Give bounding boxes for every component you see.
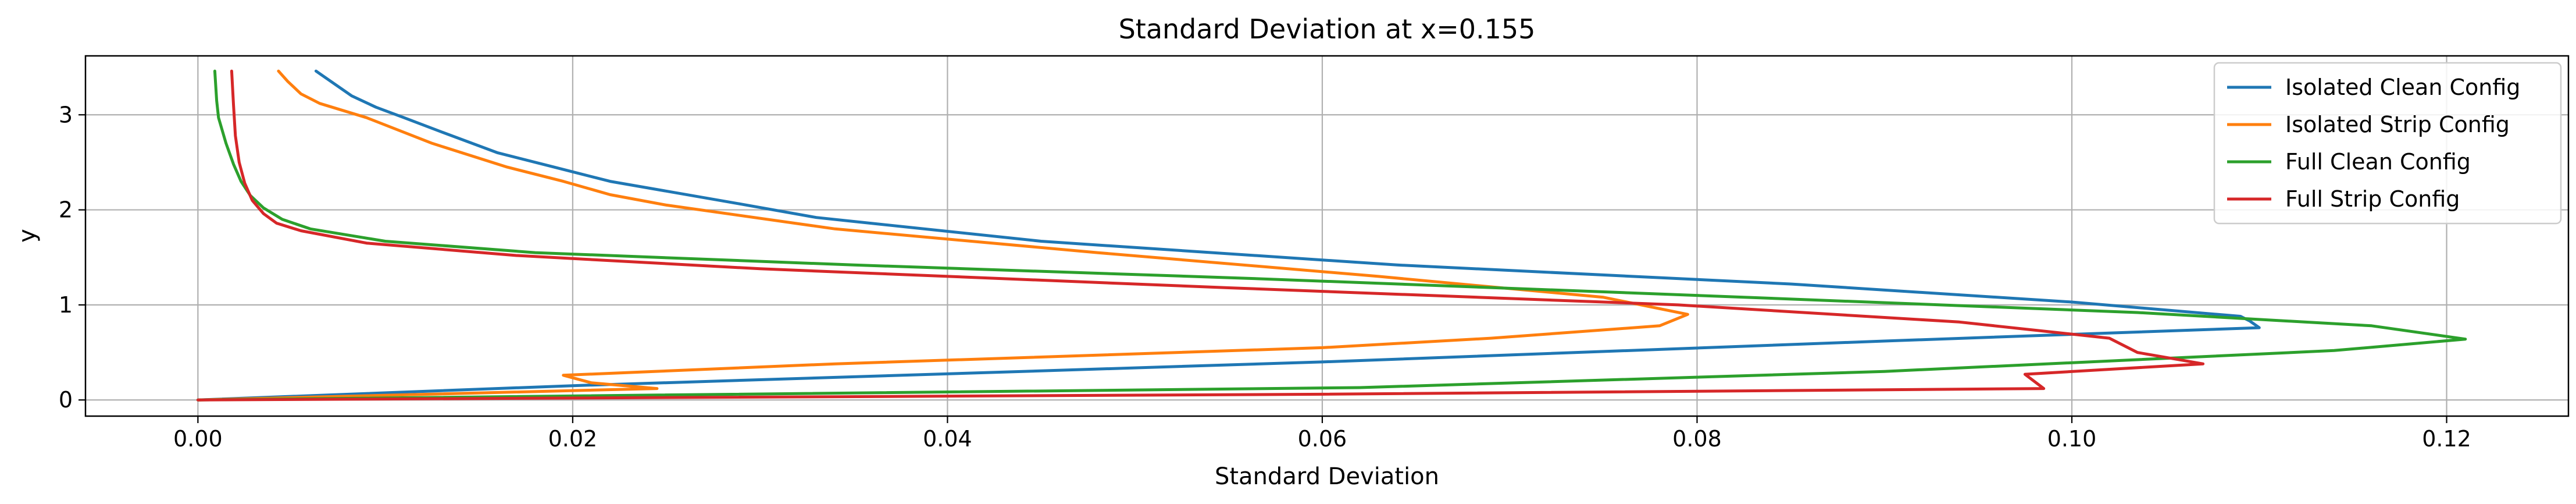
y-tick-label: 3 (59, 102, 73, 127)
y-tick-label: 1 (59, 292, 73, 318)
series-line-2 (196, 69, 2467, 402)
x-tick-label: 0.10 (2047, 426, 2097, 452)
legend-label: Isolated Strip Config (2285, 112, 2510, 137)
legend-label: Full Strip Config (2285, 186, 2460, 212)
y-axis-label: y (14, 229, 41, 243)
x-tick-label: 0.06 (1298, 426, 1347, 452)
x-tick-label: 0.12 (2422, 426, 2471, 452)
plot-frame (84, 55, 2570, 417)
x-tick-label: 0.08 (1672, 426, 1722, 452)
ticks: 0.00 0.02 0.04 0.06 0.08 0.10 0.12 0 1 2 3 (59, 102, 2471, 452)
y-tick-label: 2 (59, 197, 73, 223)
x-tick-label: 0.00 (173, 426, 223, 452)
x-tick-label: 0.04 (923, 426, 972, 452)
grid (85, 56, 2568, 416)
y-tick-label: 0 (59, 387, 73, 413)
series-line-1 (196, 69, 1689, 402)
x-tick-label: 0.02 (548, 426, 598, 452)
series-lines (196, 69, 2467, 402)
legend-label: Full Clean Config (2285, 149, 2471, 175)
chart-title: Standard Deviation at x=0.155 (1119, 13, 1536, 45)
series-line-3 (196, 69, 2205, 402)
legend-label: Isolated Clean Config (2285, 74, 2520, 100)
legend: Isolated Clean Config Isolated Strip Conf… (2213, 62, 2562, 225)
legend-box (2213, 62, 2562, 225)
x-axis-label: Standard Deviation (1215, 463, 1439, 490)
series-line-0 (196, 69, 2261, 402)
